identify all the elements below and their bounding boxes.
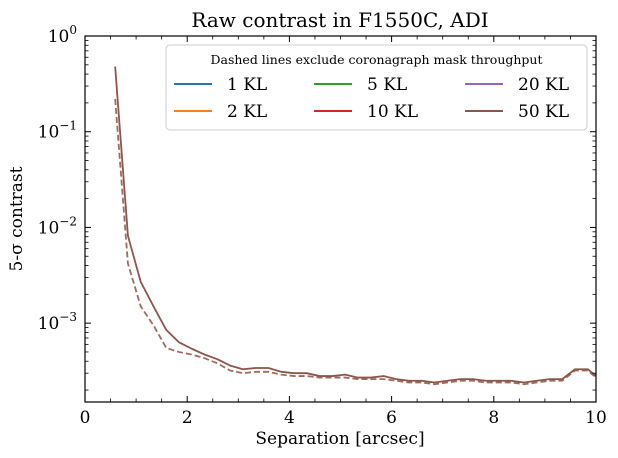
legend-label: 10 KL xyxy=(367,102,418,122)
legend-label: 1 KL xyxy=(227,75,267,95)
y-tick-label: 10−2 xyxy=(38,214,77,238)
legend-label: 5 KL xyxy=(367,75,407,95)
legend-label: 50 KL xyxy=(518,102,569,122)
plot-area xyxy=(114,66,596,386)
legend: Dashed lines exclude coronagraph mask th… xyxy=(165,44,588,131)
x-tick-label: 10 xyxy=(585,408,607,428)
y-tick-label: 10−3 xyxy=(38,310,77,334)
y-tick-label: 100 xyxy=(48,23,77,47)
y-axis-label: 5-σ contrast xyxy=(7,166,27,271)
series-line-50-kl xyxy=(114,66,596,384)
axis-ticks: 0 2 4 6 8 10 10−3 10−2 10−1 100 xyxy=(38,23,607,428)
dashed-series-line-0 xyxy=(114,98,596,386)
chart-title: Raw contrast in F1550C, ADI xyxy=(191,8,488,32)
x-tick-label: 4 xyxy=(284,408,295,428)
x-tick-label: 6 xyxy=(386,408,397,428)
legend-title: Dashed lines exclude coronagraph mask th… xyxy=(210,52,542,67)
legend-label: 2 KL xyxy=(227,102,267,122)
x-axis-label: Separation [arcsec] xyxy=(255,429,424,449)
x-tick-label: 0 xyxy=(80,408,91,428)
legend-label: 20 KL xyxy=(518,75,569,95)
y-tick-label: 10−1 xyxy=(38,119,77,143)
x-tick-label: 2 xyxy=(182,408,193,428)
x-tick-label: 8 xyxy=(488,408,499,428)
legend-box xyxy=(165,44,588,131)
